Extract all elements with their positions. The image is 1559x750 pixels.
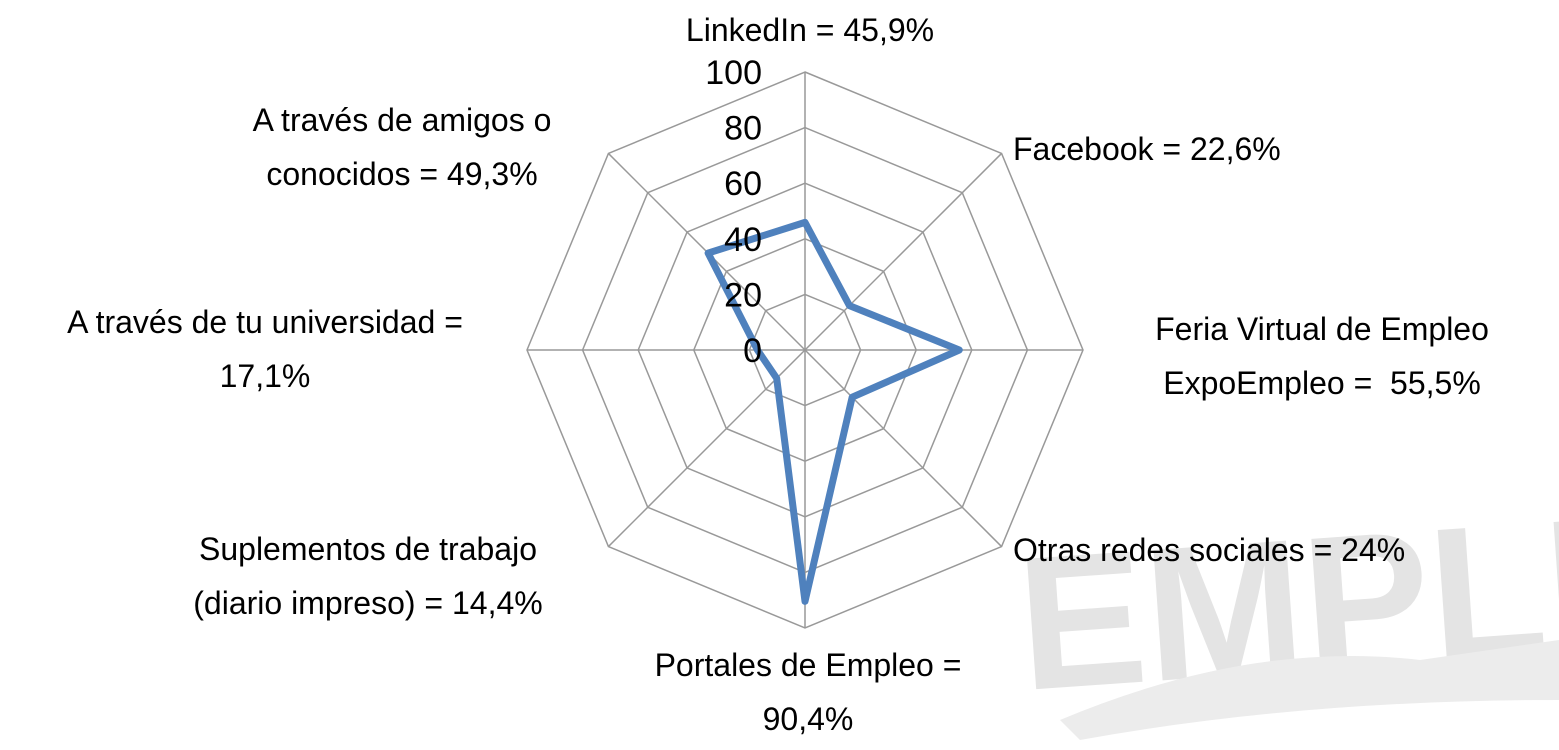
- category-label: Portales de Empleo = 90,4%: [654, 647, 971, 737]
- axis-tick-label: 20: [724, 276, 762, 314]
- spoke: [607, 349, 806, 548]
- axis-tick-label: 100: [705, 54, 762, 92]
- spoke: [804, 152, 1003, 351]
- category-label: Facebook = 22,6%: [1013, 131, 1281, 167]
- category-label: Suplementos de trabajo (diario impreso) …: [193, 531, 546, 621]
- series-line: [704, 218, 963, 605]
- category-label: A través de tu universidad = 17,1%: [67, 304, 472, 394]
- category-label: Feria Virtual de Empleo ExpoEmpleo = 55,…: [1155, 311, 1498, 401]
- category-label: LinkedIn = 45,9%: [685, 12, 935, 48]
- axis-tick-label: 0: [743, 332, 762, 370]
- category-label: A través de amigos o conocidos = 49,3%: [252, 102, 561, 192]
- watermark-swoosh: [1060, 640, 1559, 740]
- axis-tick-label: 40: [724, 221, 762, 259]
- category-label: Otras redes sociales = 24%: [1013, 532, 1406, 568]
- axis-tick-label: 80: [724, 110, 762, 148]
- spoke: [804, 349, 1003, 548]
- axis-tick-label: 60: [724, 165, 762, 203]
